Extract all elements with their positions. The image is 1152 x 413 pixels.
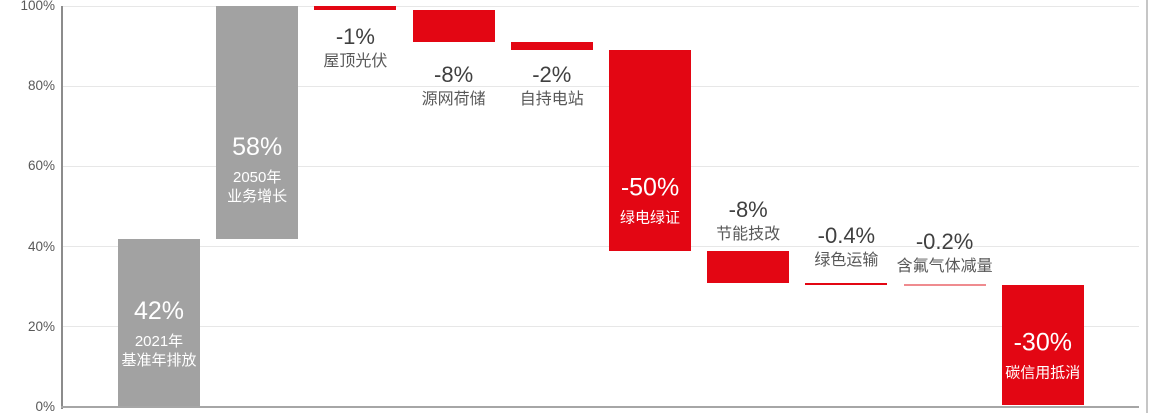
waterfall-bar (412, 10, 495, 43)
bar-name-label: 含氟气体减量 (865, 257, 1025, 277)
bar-name-label: 节能技改 (668, 225, 828, 245)
bar-value-label: -0.4% (817, 222, 876, 248)
gridline (62, 5, 1139, 7)
bar-value-label: -8% (728, 196, 768, 222)
bar-label: -2% 自持电站 (472, 62, 632, 110)
y-axis-tick-label: 80% (27, 78, 55, 94)
y-axis-tick-label: 100% (20, 0, 55, 13)
bar-label: 58% 2050年 业务增长 (216, 132, 298, 206)
bar-label: -0.2% 含氟气体减量 (865, 229, 1025, 277)
bar-label: -1% 屋顶光伏 (275, 24, 435, 72)
waterfall-bar (707, 250, 790, 283)
bar-name-label: 碳信用抵消 (1002, 363, 1084, 382)
gridline (62, 246, 1139, 248)
bar-name-line: 业务增长 (227, 187, 288, 205)
bar-value-label: -30% (1013, 328, 1072, 357)
waterfall-bar (609, 50, 691, 251)
bar-name-label: 绿电绿证 (609, 209, 691, 228)
bar-name-line: 屋顶光伏 (323, 53, 388, 70)
bar-name-label: 自持电站 (472, 90, 632, 110)
bar-name-line: 2021年 (134, 332, 184, 350)
waterfall-bar (510, 42, 593, 51)
bar-value-label: 42% (133, 296, 185, 325)
bar-name-line: 源网荷储 (421, 91, 486, 109)
waterfall-bar (314, 6, 397, 10)
gridline (62, 326, 1139, 328)
chart-right-border (1146, 0, 1148, 413)
bar-label: -30% 碳信用抵消 (1002, 327, 1084, 382)
gridline (62, 85, 1139, 87)
bar-name-line: 2050年 (233, 168, 282, 186)
waterfall-bar (1001, 285, 1084, 406)
bar-label: -0.4% 绿色运输 (766, 223, 926, 271)
y-axis-tick-label: 60% (27, 158, 55, 174)
y-axis-line (61, 6, 63, 409)
bar-name-line: 节能技改 (716, 225, 781, 243)
bar-value-label: -1% (335, 24, 375, 49)
bar-name-line: 基准年排放 (121, 351, 197, 369)
bar-name-line: 含氟气体减量 (896, 258, 993, 276)
waterfall-bar (118, 238, 200, 407)
bar-name-line: 绿电绿证 (619, 209, 680, 227)
bar-value-label: -50% (620, 173, 680, 202)
bar-name-line: 碳信用抵消 (1005, 364, 1081, 382)
bar-value-label: 58% (232, 132, 283, 161)
y-axis-tick-label: 40% (27, 238, 55, 254)
bar-value-label: -8% (434, 62, 474, 88)
waterfall-bar (903, 284, 986, 287)
bar-name-label: 屋顶光伏 (275, 52, 435, 72)
bar-label: -8% 源网荷储 (374, 62, 534, 110)
bar-label: -8% 节能技改 (668, 197, 828, 245)
y-axis-tick-label: 0% (35, 399, 55, 413)
bar-name-label: 2050年 业务增长 (216, 168, 298, 206)
waterfall-bar (805, 282, 888, 286)
bar-value-label: -2% (532, 62, 572, 88)
bar-name-label: 2021年 基准年排放 (118, 332, 200, 370)
gridline (62, 165, 1139, 167)
bar-value-label: -0.2% (915, 229, 974, 255)
y-axis-tick-label: 20% (27, 318, 55, 334)
bar-name-line: 自持电站 (519, 91, 584, 109)
x-axis-line (61, 406, 1139, 408)
bar-name-label: 源网荷储 (374, 90, 534, 110)
waterfall-bar (216, 6, 299, 239)
bar-label: 42% 2021年 基准年排放 (118, 296, 200, 370)
bar-label: -50% 绿电绿证 (609, 173, 691, 228)
bar-name-line: 绿色运输 (814, 251, 879, 269)
bar-name-label: 绿色运输 (766, 251, 926, 271)
